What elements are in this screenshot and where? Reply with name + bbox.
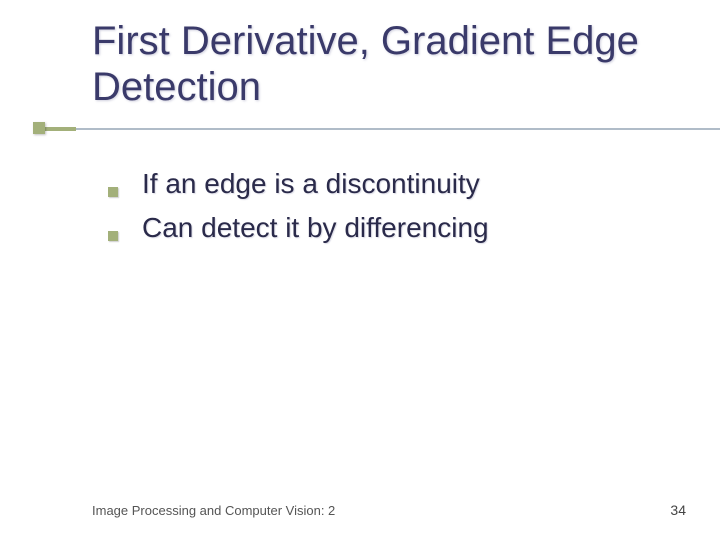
- footer-left: Image Processing and Computer Vision: 2: [92, 503, 335, 518]
- slide-title: First Derivative, Gradient Edge Detectio…: [92, 18, 700, 110]
- slide: First Derivative, Gradient Edge Detectio…: [0, 0, 720, 540]
- accent-square-icon: [33, 122, 45, 134]
- bullet-text: If an edge is a discontinuity: [142, 165, 480, 203]
- list-item: If an edge is a discontinuity: [108, 165, 680, 203]
- list-item: Can detect it by differencing: [108, 209, 680, 247]
- bullet-icon: [108, 231, 118, 241]
- body-block: If an edge is a discontinuity Can detect…: [108, 165, 680, 253]
- slide-title-block: First Derivative, Gradient Edge Detectio…: [92, 18, 700, 110]
- bullet-text: Can detect it by differencing: [142, 209, 489, 247]
- footer-page-number: 34: [670, 502, 686, 518]
- bullet-icon: [108, 187, 118, 197]
